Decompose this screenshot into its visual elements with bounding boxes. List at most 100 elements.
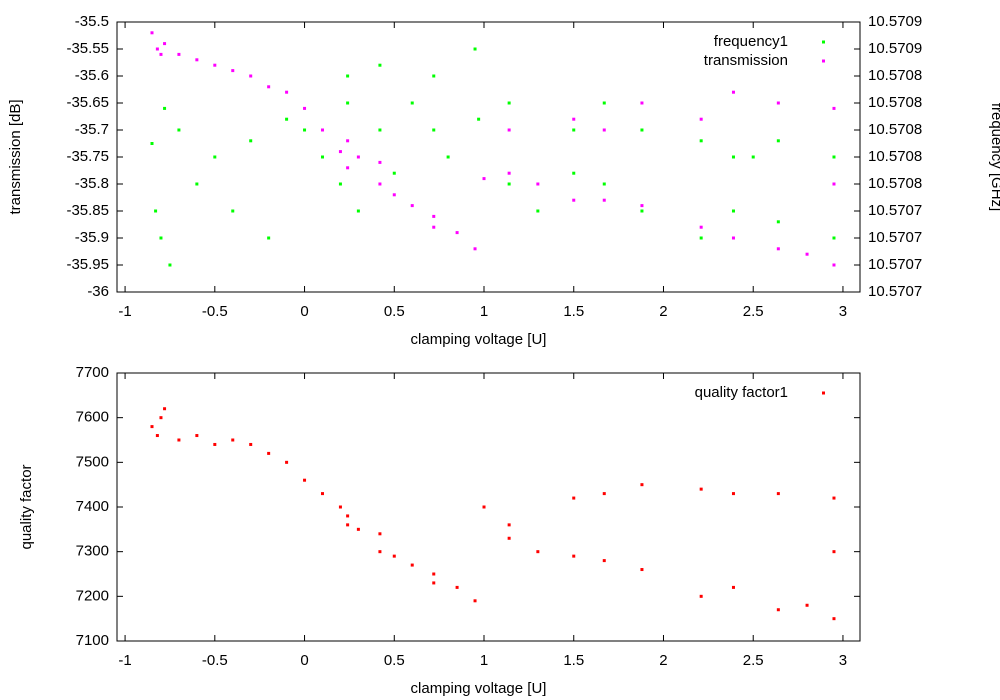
point (195, 58, 199, 62)
point (507, 101, 511, 105)
point (150, 142, 154, 145)
point (832, 236, 836, 240)
point (507, 536, 511, 540)
x-tick-label: 2.5 (743, 303, 764, 320)
point (267, 451, 271, 455)
point (832, 182, 836, 186)
point (776, 247, 780, 251)
point (832, 617, 836, 621)
y2-tick-label: 10.5708 (868, 121, 922, 138)
point (776, 492, 780, 496)
point (602, 559, 606, 563)
point (338, 150, 342, 154)
y2-tick-label: 10.5709 (868, 40, 922, 57)
y-tick-label: -35.5 (75, 13, 109, 30)
x-tick-label: 2 (659, 652, 667, 669)
point (507, 128, 511, 132)
legend-label: transmission (704, 52, 788, 69)
point (572, 117, 576, 121)
y-tick-label: -35.75 (66, 148, 109, 165)
y-tick-label: -35.6 (75, 67, 109, 84)
y-tick-label: 7300 (76, 543, 109, 560)
point (751, 155, 755, 159)
y-tick-label: 7500 (76, 453, 109, 470)
point (320, 155, 324, 159)
legend-marker (822, 59, 825, 63)
point (338, 505, 342, 509)
point (303, 106, 307, 110)
point (432, 572, 436, 576)
x-tick-label: 0.5 (384, 652, 405, 669)
point (507, 182, 511, 186)
x-axis-label: clamping voltage [U] (411, 331, 547, 348)
point (455, 231, 459, 235)
y-tick-label: 7200 (76, 587, 109, 604)
point (731, 492, 735, 496)
point (163, 106, 167, 110)
point (699, 225, 703, 229)
point (731, 236, 735, 240)
point (378, 182, 382, 186)
point (805, 252, 809, 256)
point (473, 247, 477, 251)
point (699, 117, 703, 121)
point (378, 63, 382, 67)
point (410, 563, 414, 567)
y2-axis-label: frequency [GHz] (988, 103, 1000, 211)
point (640, 204, 644, 208)
point (640, 101, 644, 105)
point (195, 182, 199, 186)
point (572, 171, 576, 175)
point (731, 90, 735, 94)
x-tick-label: 1 (480, 652, 488, 669)
point (832, 550, 836, 554)
x-tick-label: -0.5 (202, 652, 228, 669)
point (338, 182, 342, 186)
point (446, 155, 450, 159)
point (267, 236, 271, 240)
point (602, 101, 606, 105)
point (159, 416, 163, 420)
point (432, 74, 436, 78)
plot-frame (116, 372, 861, 642)
point (155, 434, 159, 438)
point (163, 407, 167, 411)
point (699, 487, 703, 491)
point (640, 128, 644, 132)
point (303, 478, 307, 482)
point (473, 599, 477, 603)
point (776, 101, 780, 105)
y-tick-label: 7700 (76, 364, 109, 381)
point (731, 585, 735, 589)
y2-tick-label: 10.5707 (868, 283, 922, 300)
x-tick-label: -0.5 (202, 303, 228, 320)
point (776, 608, 780, 612)
point (159, 52, 163, 56)
x-tick-label: 2 (659, 303, 667, 320)
point (482, 177, 486, 181)
point (832, 106, 836, 110)
point (776, 139, 780, 143)
y-tick-label: -35.95 (66, 256, 109, 273)
point (536, 550, 540, 554)
y2-tick-label: 10.5708 (868, 175, 922, 192)
point (699, 236, 703, 240)
y2-tick-label: 10.5708 (868, 67, 922, 84)
point (432, 581, 436, 585)
point (285, 460, 289, 464)
legend-marker (822, 40, 825, 44)
point (213, 63, 217, 67)
y-tick-label: 7600 (76, 409, 109, 426)
point (285, 90, 289, 94)
y-tick-label: -35.55 (66, 40, 109, 57)
point (477, 117, 481, 121)
point (150, 425, 154, 429)
point (249, 442, 253, 446)
point (346, 74, 350, 78)
x-tick-label: 1.5 (563, 652, 584, 669)
point (392, 171, 396, 175)
point (320, 128, 324, 132)
point (346, 101, 350, 105)
point (640, 209, 644, 213)
